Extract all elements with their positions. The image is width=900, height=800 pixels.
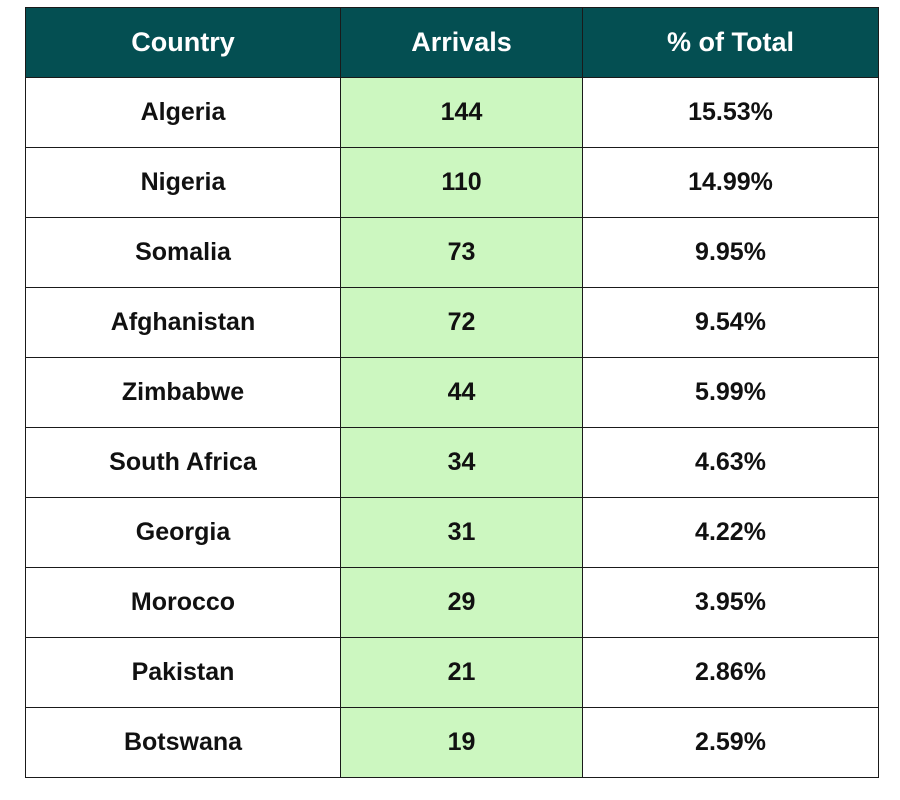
cell-country: Afghanistan — [25, 287, 341, 358]
cell-percent-of-total: 5.99% — [582, 357, 879, 428]
column-header-arrivals: Arrivals — [340, 7, 583, 78]
table-row: Algeria 144 15.53% — [25, 77, 879, 148]
column-header-percent-of-total: % of Total — [582, 7, 879, 78]
cell-arrivals: 73 — [340, 217, 583, 288]
table-row: Pakistan 21 2.86% — [25, 637, 879, 708]
cell-country: Algeria — [25, 77, 341, 148]
table-container: Country Arrivals % of Total Algeria 144 15… — [25, 7, 879, 778]
cell-arrivals: 110 — [340, 147, 583, 218]
cell-country: Zimbabwe — [25, 357, 341, 428]
table-row: Morocco 29 3.95% — [25, 567, 879, 638]
cell-percent-of-total: 9.95% — [582, 217, 879, 288]
arrivals-table: Country Arrivals % of Total Algeria 144 15… — [25, 7, 879, 778]
cell-country: Somalia — [25, 217, 341, 288]
cell-percent-of-total: 15.53% — [582, 77, 879, 148]
cell-arrivals: 29 — [340, 567, 583, 638]
table-row: South Africa 34 4.63% — [25, 427, 879, 498]
header-row: Country Arrivals % of Total — [25, 7, 879, 78]
cell-country: Pakistan — [25, 637, 341, 708]
cell-arrivals: 31 — [340, 497, 583, 568]
cell-country: South Africa — [25, 427, 341, 498]
cell-percent-of-total: 2.59% — [582, 707, 879, 778]
cell-percent-of-total: 4.63% — [582, 427, 879, 498]
table-header: Country Arrivals % of Total — [25, 7, 879, 78]
cell-percent-of-total: 4.22% — [582, 497, 879, 568]
cell-arrivals: 44 — [340, 357, 583, 428]
table-row: Botswana 19 2.59% — [25, 707, 879, 778]
cell-arrivals: 144 — [340, 77, 583, 148]
cell-country: Georgia — [25, 497, 341, 568]
table-body: Algeria 144 15.53% Nigeria 110 14.99% Somalia 7… — [25, 77, 879, 778]
cell-country: Morocco — [25, 567, 341, 638]
cell-percent-of-total: 3.95% — [582, 567, 879, 638]
cell-arrivals: 34 — [340, 427, 583, 498]
cell-arrivals: 19 — [340, 707, 583, 778]
cell-country: Nigeria — [25, 147, 341, 218]
cell-arrivals: 72 — [340, 287, 583, 358]
table-row: Somalia 73 9.95% — [25, 217, 879, 288]
cell-arrivals: 21 — [340, 637, 583, 708]
table-row: Nigeria 110 14.99% — [25, 147, 879, 218]
column-header-country: Country — [25, 7, 341, 78]
cell-percent-of-total: 2.86% — [582, 637, 879, 708]
table-row: Zimbabwe 44 5.99% — [25, 357, 879, 428]
cell-country: Botswana — [25, 707, 341, 778]
cell-percent-of-total: 14.99% — [582, 147, 879, 218]
table-row: Georgia 31 4.22% — [25, 497, 879, 568]
cell-percent-of-total: 9.54% — [582, 287, 879, 358]
table-row: Afghanistan 72 9.54% — [25, 287, 879, 358]
